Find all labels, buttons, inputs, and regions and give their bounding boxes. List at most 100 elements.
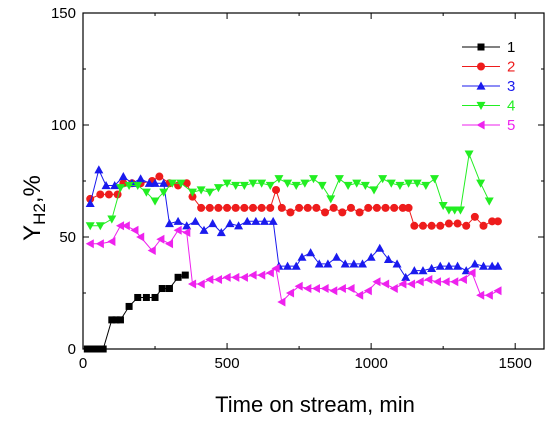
series-2-point [436,221,445,230]
series-3-point [297,252,307,261]
series-4-point [196,186,206,195]
series-4-point [300,179,310,188]
series-2-point [488,217,497,226]
series-4-point [444,206,454,215]
series-3-point [150,178,160,187]
series-5-point [458,275,467,285]
series-5-point [406,279,416,289]
series-3-point [234,221,244,230]
ticks-layer: 0 500 1000 1500 0 50 100 150 [51,5,544,372]
series-2-point [272,185,281,194]
series-5-point [239,272,248,282]
series-2-point [372,203,381,212]
series-1-point [116,316,124,324]
series-4-point [115,184,125,193]
series-5-point [265,268,274,278]
series-5-point [363,286,372,296]
series-5-point [85,239,94,249]
series-5-point [424,275,433,285]
series-5-point [285,288,295,298]
series-3-point [453,261,463,270]
series-5-point [389,284,398,294]
legend-entry-5: 5 [462,117,515,134]
series-4-point [176,179,186,188]
series-5-point [164,239,174,249]
series-5-point [467,268,476,278]
series-3-point [94,165,104,174]
series-3-point [110,180,120,190]
series-4-point [222,179,232,188]
series-2-point [286,208,295,217]
series-4-point [141,188,151,197]
series-4-point [343,181,353,190]
legend-label: 4 [507,98,515,115]
series-4-point [95,222,105,231]
series-1-point [125,302,133,310]
series-4-point [159,188,169,197]
series-2-point [381,203,390,212]
series-2-point [248,203,257,212]
series-4-point [464,150,474,159]
series-2-point [96,190,105,199]
series-4-point [283,179,293,188]
series-2-point [321,208,330,217]
series-2-point [277,203,286,212]
series-2-point [214,203,223,212]
y-axis-title: YH2,% [19,175,49,241]
series-5-point [156,234,165,244]
series-2-point [462,221,471,230]
series-2-point [355,208,364,217]
series-layer [83,150,503,353]
series-1-point [88,345,96,353]
series-2-point [479,221,488,230]
series-2-point [398,203,407,212]
series-4-point [231,181,241,190]
series-2-point [182,179,191,188]
series-3-point [283,261,293,270]
x-tick-label: 1000 [354,355,387,372]
series-3-point [260,216,270,225]
series-5-point [329,286,338,296]
series-1-point [99,345,107,353]
series-3-point [251,216,261,225]
series-5-point [182,228,191,238]
series-3-point [493,261,503,270]
series-1 [83,271,189,353]
series-5-point [346,284,355,294]
series-3-point [478,261,488,270]
series-3-point [268,216,278,225]
series-2-point [418,221,427,230]
series-1-point [165,285,173,293]
series-5-point [303,284,312,294]
series-3-point [182,221,192,230]
series-1-point [112,316,120,324]
series-2-point [266,203,275,212]
series-2-point [205,203,214,212]
series-4-point [150,197,160,206]
legend-entry-4: 4 [462,98,515,115]
series-5-point [95,239,104,249]
series-4-point [450,206,460,215]
y-axis-title-sub: H2 [30,203,49,225]
series-5-point [277,297,286,307]
series-5-point [121,221,130,231]
series-1-point [174,273,182,281]
series-3-point [291,261,301,270]
legend-marker [476,120,485,130]
legend-entry-2: 2 [462,59,515,76]
legend-marker [476,81,486,90]
series-4-point [378,175,388,184]
series-1-point [134,293,142,301]
y-axis-title-main: Y [19,225,46,241]
series-4-point [476,179,486,188]
series-2-point [364,203,373,212]
legend-marker [477,43,485,51]
y-tick-label: 150 [51,5,76,22]
series-3-point [164,219,174,228]
series-2-point [231,203,240,212]
y-tick-label: 0 [68,341,76,358]
series-3-point [444,261,454,270]
series-5-point [213,275,223,285]
series-1-point [108,316,116,324]
